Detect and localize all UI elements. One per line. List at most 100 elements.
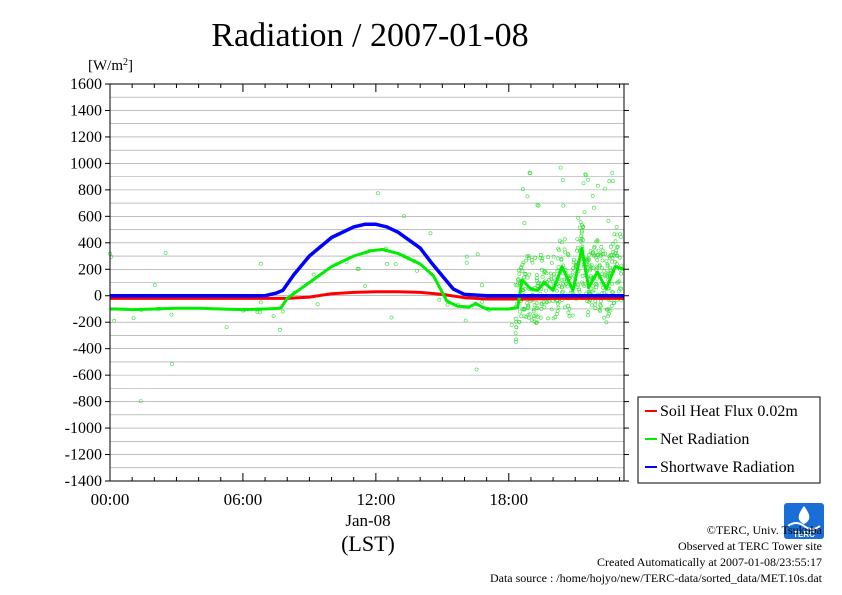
net-radiation-sample-point	[586, 313, 590, 318]
legend: Soil Heat Flux 0.02m Net Radiation Short…	[637, 396, 821, 484]
net-radiation-sample-point	[546, 255, 551, 259]
net-radiation-sample-point	[615, 253, 620, 258]
net-radiation-sample-point	[594, 285, 599, 290]
net-radiation-sample-point	[555, 301, 560, 306]
net-radiation-sample-point	[519, 314, 524, 319]
x-date-label: Jan-08	[345, 511, 390, 530]
net-radiation-sample-point	[617, 286, 622, 291]
net-radiation-line	[110, 246, 625, 312]
net-radiation-sample-point	[591, 253, 596, 258]
net-radiation-sample-point	[619, 286, 624, 291]
net-radiation-sample-point	[535, 284, 540, 289]
net-radiation-sample-point	[596, 248, 601, 253]
net-radiation-sample-point	[595, 265, 600, 270]
net-radiation-sample-point	[566, 310, 571, 315]
x-axis-label: (LST)	[341, 531, 395, 556]
net-radiation-sample-point	[529, 258, 534, 262]
y-tick-label: 200	[78, 261, 102, 278]
net-radiation-sample-point	[605, 274, 610, 279]
net-radiation-sample-point	[599, 244, 604, 249]
net-radiation-sample-point	[523, 271, 528, 276]
net-radiation-sample-point	[520, 307, 525, 312]
net-radiation-sample-point	[277, 327, 282, 332]
net-radiation-sample-point	[618, 232, 623, 237]
net-radiation-sample-point	[552, 272, 557, 277]
net-radiation-sample-point	[544, 271, 549, 276]
net-radiation-sample-point	[603, 274, 608, 279]
net-radiation-sample-point	[527, 272, 532, 277]
net-radiation-sample-point	[571, 260, 576, 265]
net-radiation-sample-point	[610, 171, 615, 175]
net-radiation-sample-point	[534, 306, 539, 310]
net-radiation-sample-point	[258, 310, 263, 315]
net-radiation-sample-point	[603, 186, 608, 191]
net-radiation-sample-point	[578, 238, 583, 243]
net-radiation-sample-point	[561, 289, 565, 294]
net-radiation-sample-point	[271, 314, 276, 319]
y-tick-label: 400	[78, 235, 102, 252]
net-radiation-sample-point	[578, 220, 583, 224]
net-radiation-sample-point	[554, 288, 559, 293]
net-radiation-sample-point	[562, 237, 567, 242]
net-radiation-sample-point	[584, 173, 588, 178]
net-radiation-sample-point	[525, 275, 530, 280]
net-radiation-sample-point	[258, 300, 263, 305]
net-radiation-sample-point	[542, 270, 547, 275]
net-radiation-sample-point	[592, 205, 596, 210]
net-radiation-sample-point	[549, 307, 554, 312]
net-radiation-sample-point	[557, 248, 562, 253]
net-radiation-sample-point	[540, 302, 545, 307]
net-radiation-sample-point	[593, 302, 598, 307]
net-radiation-sample-point	[617, 255, 622, 260]
legend-label-soil-heat-flux: Soil Heat Flux 0.02m	[660, 403, 798, 420]
x-tick-label: 18:00	[489, 490, 528, 509]
net-radiation-sample-point	[539, 306, 544, 311]
net-radiation-sample-point	[515, 283, 519, 288]
net-radiation-sample-point	[258, 261, 263, 266]
net-radiation-sample-point	[580, 273, 585, 278]
net-radiation-sample-point	[169, 362, 174, 367]
net-radiation-sample-point	[535, 276, 539, 281]
net-radiation-sample-point	[533, 255, 538, 260]
net-radiation-sample-point	[606, 311, 611, 316]
net-radiation-sample-point	[562, 277, 567, 282]
net-radiation-sample-point	[532, 303, 537, 308]
net-radiation-sample-point	[509, 322, 514, 327]
net-radiation-sample-point	[527, 170, 532, 175]
net-radiation-sample-point	[474, 367, 479, 372]
net-radiation-sample-point	[152, 282, 157, 287]
credit-source: Data source : /home/hojyo/new/TERC-data/…	[490, 571, 823, 585]
net-radiation-sample-point	[593, 253, 598, 258]
net-radiation-sample-point	[615, 244, 620, 249]
net-radiation-sample-point	[565, 284, 570, 289]
net-radiation-sample-point	[556, 305, 561, 310]
y-tick-label: 1600	[70, 76, 102, 93]
net-radiation-sample-point	[131, 316, 136, 321]
net-radiation-sample-point	[542, 305, 547, 310]
net-radiation-sample-point	[608, 265, 613, 270]
net-radiation-sample-point	[163, 251, 168, 255]
y-tick-label: 1200	[70, 129, 102, 146]
net-radiation-sample-point	[595, 252, 600, 257]
net-radiation-sample-point	[548, 271, 553, 276]
plot-frame	[109, 83, 625, 482]
net-radiation-sample-point	[520, 269, 525, 273]
net-radiation-sample-point	[588, 249, 593, 254]
net-radiation-sample-point	[561, 203, 566, 208]
net-radiation-sample-point	[479, 283, 484, 288]
net-radiation-sample-point	[552, 275, 556, 280]
net-radiation-sample-point	[545, 299, 550, 304]
net-radiation-sample-point	[532, 319, 537, 324]
net-radiation-sample-point	[138, 399, 143, 404]
net-radiation-sample-point	[565, 251, 570, 256]
net-radiation-sample-point	[112, 318, 117, 323]
net-radiation-sample-point	[553, 315, 558, 320]
credit-created: Created Automatically at 2007-01-08/23:5…	[597, 555, 822, 569]
net-radiation-sample-point	[530, 318, 534, 323]
net-radiation-sample-point	[609, 281, 614, 286]
net-radiation-sample-point	[538, 315, 543, 320]
net-radiation-sample-point	[615, 261, 619, 266]
net-radiation-sample-point	[567, 314, 572, 319]
net-radiation-sample-point	[535, 320, 539, 325]
net-radiation-sample-point	[526, 254, 531, 258]
